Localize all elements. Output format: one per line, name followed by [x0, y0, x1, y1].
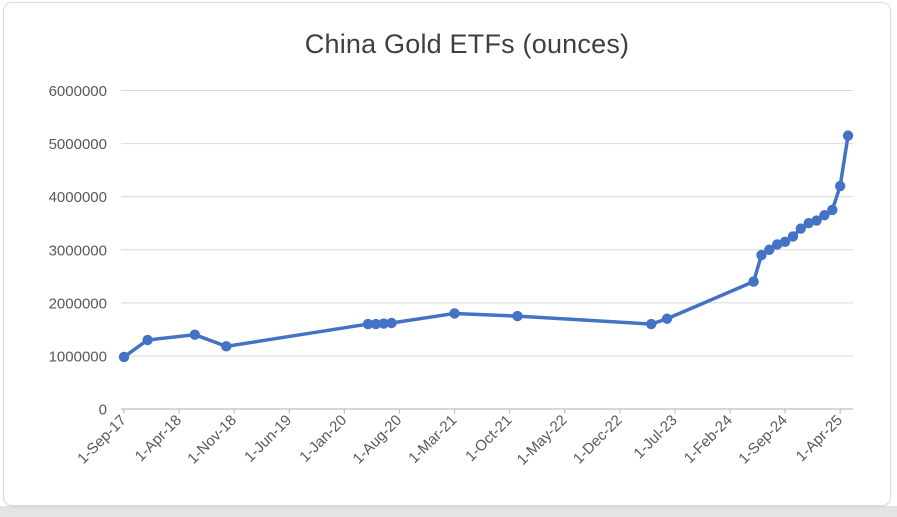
data-point-marker	[378, 318, 389, 329]
data-point-marker	[811, 215, 822, 226]
x-axis-label: 1-Apr-25	[793, 412, 846, 465]
data-point-marker	[772, 239, 783, 250]
x-axis-label: 1-Apr-18	[132, 412, 185, 465]
data-point-marker	[834, 180, 846, 192]
x-axis-label: 1-Jun-19	[241, 412, 295, 466]
data-point-marker	[842, 130, 854, 141]
x-axis-label: 1-Sep-17	[74, 412, 130, 468]
x-axis-label: 1-Oct-21	[462, 412, 515, 465]
data-point-marker	[449, 308, 460, 319]
y-axis-label: 0	[99, 402, 107, 419]
data-point-marker	[819, 210, 830, 221]
data-point-marker	[118, 351, 130, 363]
y-axis-label: 5000000	[49, 136, 107, 153]
x-axis-label: 1-Jul-23	[630, 412, 680, 462]
data-point-marker	[748, 276, 759, 287]
data-point-marker	[779, 236, 791, 247]
data-point-marker	[370, 318, 382, 330]
chart-frame: China Gold ETFs (ounces) 0 1000000 2000000…	[3, 2, 891, 506]
x-axis-label: 1-Sep-24	[735, 412, 791, 468]
data-point-marker	[795, 223, 807, 234]
data-point-marker	[827, 204, 838, 216]
x-axis-label: 1-Aug-20	[350, 412, 406, 468]
x-axis-label: 1-Mar-21	[405, 412, 460, 467]
y-axis-label: 4000000	[49, 189, 107, 206]
x-axis-label: 1-Dec-22	[570, 412, 626, 468]
data-point-marker	[646, 318, 657, 330]
data-point-marker	[756, 249, 767, 261]
data-point-marker	[512, 310, 523, 322]
x-axis-label: 1-May-22	[514, 412, 571, 469]
y-axis-label: 3000000	[49, 242, 107, 259]
y-axis-label: 1000000	[49, 348, 107, 365]
data-point-marker	[142, 334, 153, 346]
data-point-marker	[189, 329, 201, 340]
x-axis-label: 1-Feb-24	[681, 412, 736, 467]
data-point-marker	[764, 244, 775, 255]
data-point-marker	[803, 218, 814, 229]
data-point-marker	[362, 318, 374, 330]
series-line	[122, 133, 850, 359]
page-background-strip	[0, 506, 897, 517]
data-point-marker	[386, 317, 397, 329]
chart-title: China Gold ETFs (ounces)	[304, 29, 630, 59]
data-point-marker	[221, 341, 232, 352]
x-axis-label: 1-Nov-18	[184, 412, 240, 468]
y-axis-label: 2000000	[49, 295, 107, 312]
data-point-marker	[661, 313, 673, 324]
y-axis-label: 6000000	[49, 83, 107, 100]
x-axis-label: 1-Jan-20	[296, 412, 350, 466]
data-point-marker	[787, 231, 799, 242]
